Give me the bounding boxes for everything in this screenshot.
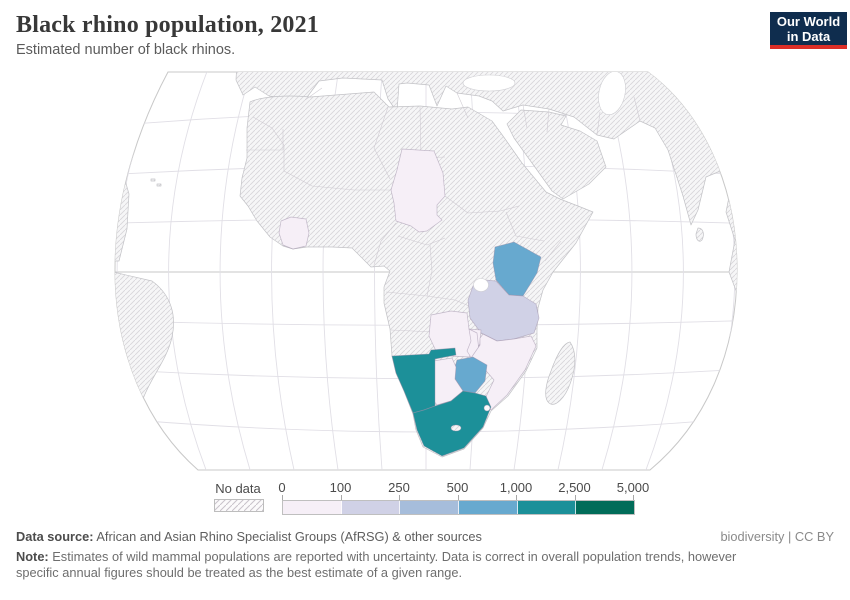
world-map [114,71,738,471]
data-source-line: Data source: African and Asian Rhino Spe… [16,529,482,544]
legend-tick-label: 100 [329,480,352,495]
no-data-swatch[interactable] [214,499,264,512]
caspian-sea [598,72,626,115]
attribution-text: biodiversity | CC BY [720,529,834,544]
legend-color-bar [282,500,635,515]
legend-tick [399,495,400,500]
owid-logo-line1: Our World [776,14,841,29]
legend-tick [574,495,576,500]
country-mozambique[interactable] [470,333,537,411]
no-data-label: No data [215,481,261,496]
legend-tick [457,495,459,500]
legend-tick-label: 2,500 [558,480,591,495]
data-source-text: African and Asian Rhino Specialist Group… [93,529,482,544]
chart-footer: Data source: African and Asian Rhino Spe… [16,529,834,580]
owid-logo[interactable]: Our World in Data [770,12,847,49]
landmass-arabia [506,109,607,200]
map-legend: No data 0 100 250 500 1,000 2,500 5,000 [0,478,850,520]
legend-tick-label: 0 [278,480,286,495]
country-eswatini [483,404,491,412]
data-source-label: Data source: [16,529,94,544]
legend-tick [340,495,342,500]
note-text-block: Note: Estimates of wild mammal populatio… [16,549,751,580]
page-subtitle: Estimated number of black rhinos. [16,42,236,58]
note-text: Estimates of wild mammal populations are… [16,549,737,580]
legend-bin-0[interactable] [283,501,342,514]
black-sea [462,74,516,92]
legend-bin-2[interactable] [400,501,460,514]
landmass-madagascar [545,341,576,405]
legend-tick [282,495,283,500]
landmass-srilanka [695,227,704,242]
legend-bin-4[interactable] [517,501,577,514]
country-chad[interactable] [390,148,446,233]
country-cote-divoire[interactable] [278,216,310,250]
legend-tick-label: 1,000 [499,480,533,495]
legend-tick-label: 5,000 [616,480,650,495]
legend-tick [516,495,517,500]
legend-tick-label: 500 [446,480,469,495]
seas-and-lakes [462,72,626,115]
legend-bin-3[interactable] [459,501,518,514]
owid-logo-line2: in Data [786,29,831,44]
legend-bin-1[interactable] [341,501,401,514]
note-label: Note: [16,549,49,564]
country-namibia[interactable] [391,347,457,414]
island-speck-1 [150,178,156,182]
page-title: Black rhino population, 2021 [16,12,320,38]
legend-tick-label: 250 [388,480,410,495]
country-south-africa[interactable] [412,390,492,457]
country-tanzania[interactable] [467,279,540,342]
legend-tick [633,495,634,500]
data-countries [278,148,542,457]
legend-bin-5[interactable] [576,501,635,514]
island-speck-2 [156,183,162,187]
lake-victoria [473,278,489,292]
